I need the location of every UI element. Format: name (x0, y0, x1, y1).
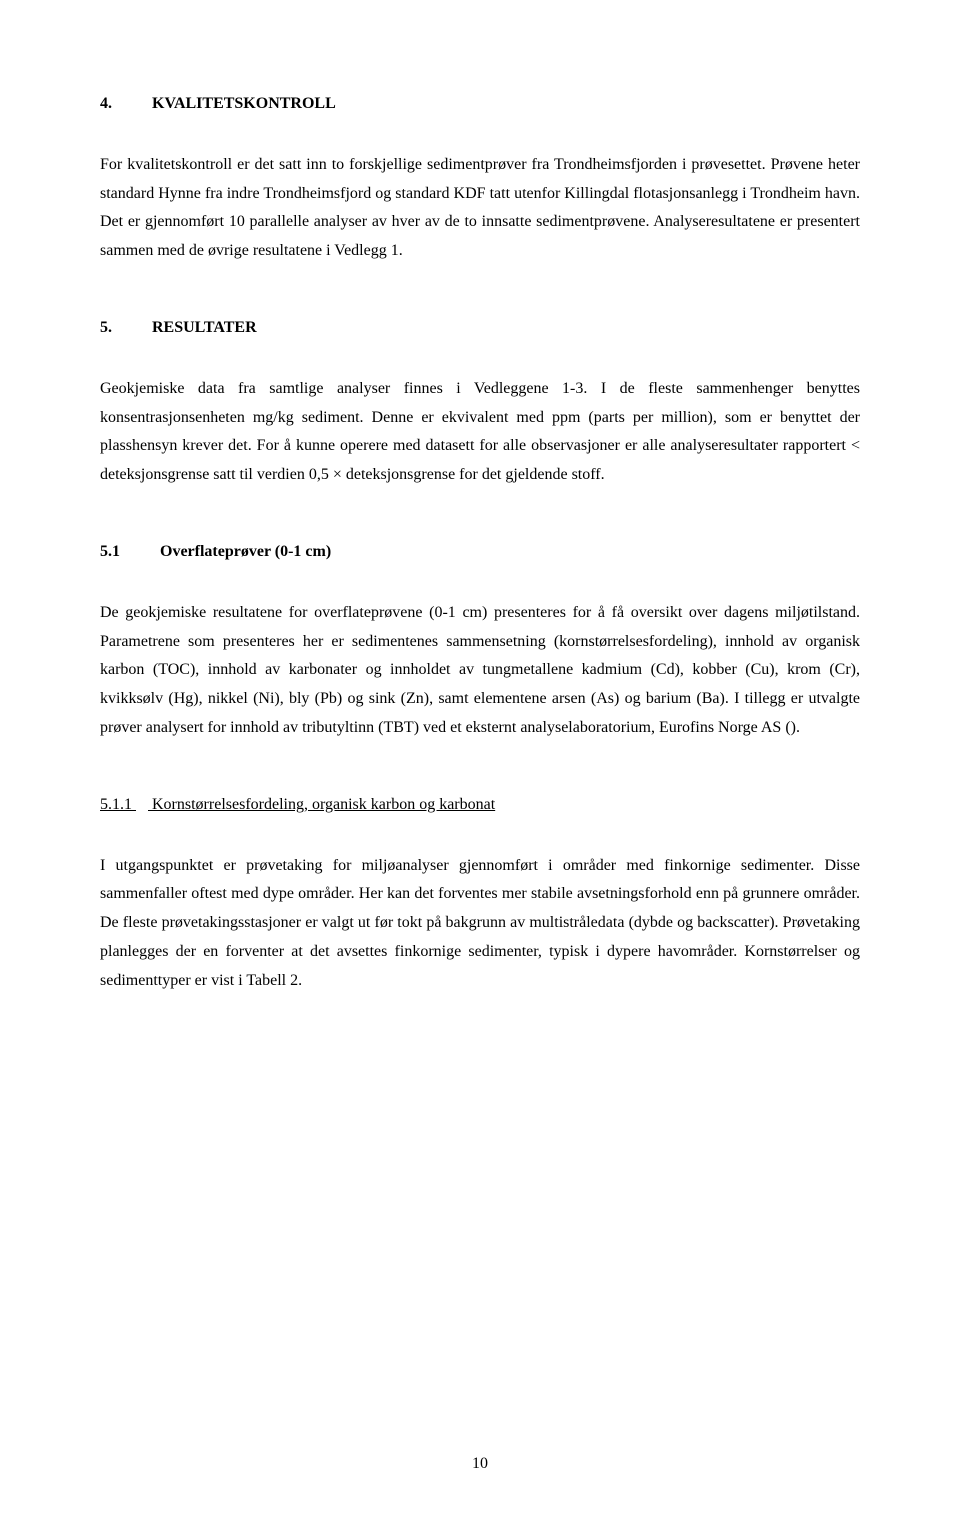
section-5-1-1-heading: 5.1.1 Kornstørrelsesfordeling, organisk … (100, 791, 860, 820)
section-5-number: 5. (100, 319, 112, 336)
section-5-1-heading: 5.1 Overflateprøver (0-1 cm) (100, 538, 860, 567)
section-4-paragraph-1: For kvalitetskontroll er det satt inn to… (100, 151, 860, 266)
section-5-1-paragraph-1: De geokjemiske resultatene for overflate… (100, 599, 860, 743)
section-5-heading: 5. RESULTATER (100, 314, 860, 343)
section-4-number: 4. (100, 95, 112, 112)
section-5-1-title: Overflateprøver (0-1 cm) (160, 543, 331, 560)
page-number: 10 (472, 1450, 488, 1479)
section-5-1-1-paragraph-1: I utgangspunktet er prøvetaking for milj… (100, 852, 860, 996)
section-5-title: RESULTATER (152, 319, 257, 336)
section-4-heading: 4. KVALITETSKONTROLL (100, 90, 860, 119)
section-4-title: KVALITETSKONTROLL (152, 95, 336, 112)
section-5-1-1-title: Kornstørrelsesfordeling, organisk karbon… (152, 796, 495, 813)
section-5-1-1-number: 5.1.1 (100, 796, 132, 813)
section-5-1-number: 5.1 (100, 543, 120, 560)
section-5-paragraph-1: Geokjemiske data fra samtlige analyser f… (100, 375, 860, 490)
